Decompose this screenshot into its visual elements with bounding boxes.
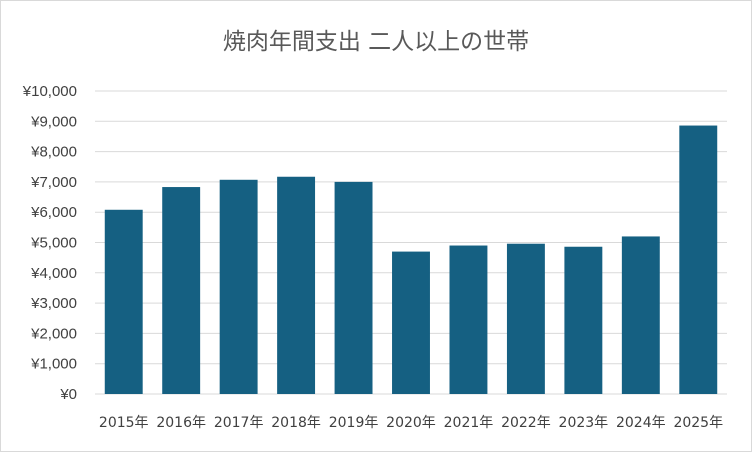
bar [334, 181, 373, 394]
y-tick-label: ¥9,000 [30, 113, 77, 130]
y-tick-label: ¥5,000 [30, 235, 77, 252]
y-tick-label: ¥7,000 [30, 174, 77, 191]
x-tick-label: 2024年 [616, 415, 666, 431]
y-tick-label: ¥1,000 [30, 356, 77, 373]
y-tick-label: ¥2,000 [30, 325, 77, 342]
bar [392, 251, 430, 394]
chart-title: 焼肉年間支出 二人以上の世帯 [222, 29, 530, 55]
x-tick-label: 2018年 [271, 415, 321, 431]
x-axis-ticks: 2015年 2016年 2017年 2018年 2019年 2020年 2021年 2022年… [99, 415, 723, 431]
bar [277, 176, 316, 394]
bar [506, 243, 545, 394]
bar [564, 246, 603, 394]
x-tick-label: 2019年 [329, 415, 379, 431]
x-tick-label: 2015年 [99, 415, 149, 431]
y-tick-label: ¥6,000 [30, 204, 77, 221]
x-tick-label: 2025年 [673, 415, 723, 431]
x-tick-label: 2023年 [559, 415, 609, 431]
gridlines [95, 90, 727, 395]
bar [162, 187, 201, 394]
y-tick-label: ¥10,000 [22, 83, 77, 100]
bar [104, 209, 143, 394]
x-tick-label: 2021年 [444, 415, 494, 431]
x-tick-label: 2017年 [214, 415, 264, 431]
bar [621, 236, 660, 394]
bar [679, 125, 718, 395]
bar [219, 179, 258, 394]
y-tick-label: ¥0 [59, 386, 77, 403]
y-tick-label: ¥4,000 [30, 265, 77, 282]
y-axis-ticks: ¥0 ¥1,000 ¥2,000 ¥3,000 ¥4,000 ¥5,000 ¥6,000 ¥7… [22, 83, 77, 403]
x-tick-label: 2016年 [156, 415, 206, 431]
y-tick-label: ¥8,000 [30, 144, 77, 161]
y-tick-label: ¥3,000 [30, 295, 77, 312]
x-tick-label: 2022年 [501, 415, 551, 431]
x-tick-label: 2020年 [386, 415, 436, 431]
bar [449, 245, 488, 394]
bars [104, 125, 718, 395]
